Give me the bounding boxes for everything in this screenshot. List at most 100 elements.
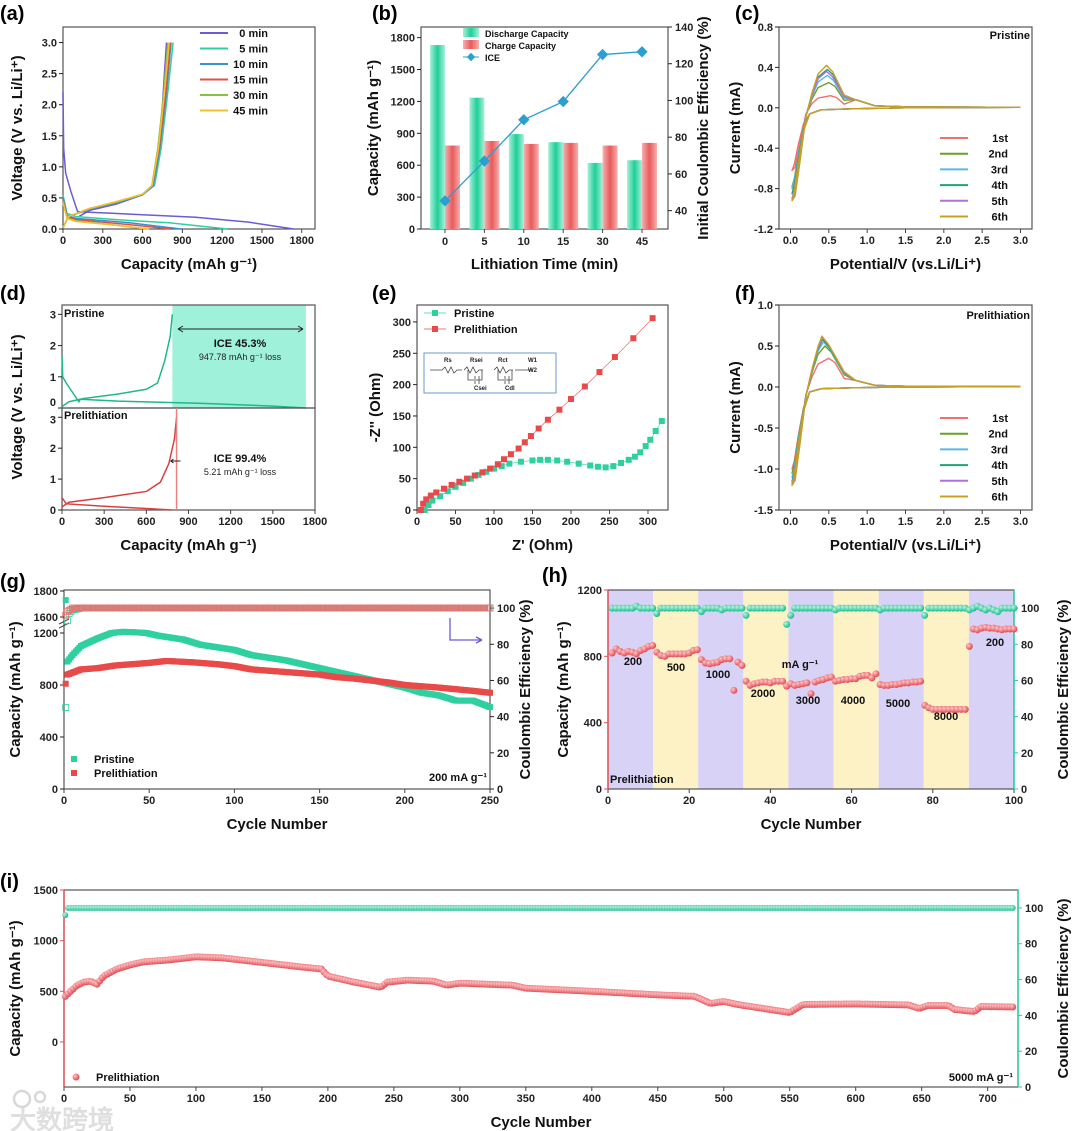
loss-shaded-region xyxy=(172,305,306,408)
data-point xyxy=(517,458,524,465)
x-tick-label: 150 xyxy=(523,516,541,528)
data-point xyxy=(779,604,787,612)
y-tick-label: 0.0 xyxy=(758,382,773,394)
panel-label: (a) xyxy=(0,3,24,25)
data-point xyxy=(432,326,438,332)
series-line xyxy=(62,42,174,229)
data-point xyxy=(460,480,467,487)
data-point xyxy=(417,507,424,513)
y-tick-label: 0.0 xyxy=(758,103,773,115)
y2-tick-label: 140 xyxy=(675,22,693,34)
watermark-text: 大数跨境 xyxy=(10,1105,114,1131)
data-point xyxy=(521,439,528,446)
y-tick-label: 400 xyxy=(584,718,602,730)
data-point xyxy=(630,335,637,342)
series-capacity xyxy=(608,623,1018,713)
data-point xyxy=(475,471,482,478)
right-axis-arrow xyxy=(449,618,483,644)
y2-tick-label: 0 xyxy=(1025,1082,1031,1094)
x-tick-label: 15 xyxy=(557,236,569,248)
panel-c: (c) 0.0 0.5 1.0 1.5 2.0 2.5 3.0 -1.2 -0.8 -0.4 0.0 0… xyxy=(727,3,1033,273)
x-tick-label: 20 xyxy=(683,795,695,807)
y2-tick-label: 40 xyxy=(497,712,509,724)
data-point xyxy=(72,1073,80,1081)
x-tick-label: 2.0 xyxy=(936,235,951,247)
data-point xyxy=(652,428,659,435)
data-point xyxy=(872,670,880,678)
annotation-text: 200 mA g⁻¹ xyxy=(429,772,487,784)
y2-tick-label: 20 xyxy=(1021,748,1033,760)
data-point xyxy=(693,646,701,654)
data-point xyxy=(67,605,75,613)
y-tick-label: 1.5 xyxy=(42,131,57,143)
data-point xyxy=(738,604,746,612)
x-tick-label: 0 xyxy=(60,235,66,247)
data-point xyxy=(64,608,71,616)
panel-label: (c) xyxy=(735,3,759,25)
y-tick-label: 3.0 xyxy=(42,38,57,50)
y2-tick-label: 80 xyxy=(497,639,509,651)
x-tick-label: 1500 xyxy=(261,516,285,528)
plot-frame xyxy=(62,26,316,230)
data-point xyxy=(483,468,490,475)
y-axis-title: Voltage (V vs. Li/Li⁺) xyxy=(9,334,26,479)
x-tick-label: 900 xyxy=(179,516,197,528)
panel-label: (d) xyxy=(0,283,26,305)
x-tick-label: 300 xyxy=(94,235,112,247)
x-tick-label: 5 xyxy=(481,236,487,248)
data-point xyxy=(439,195,451,207)
x-tick-label: 300 xyxy=(451,1093,469,1105)
y-tick-label: -1.5 xyxy=(754,505,773,517)
y-tick-label: 800 xyxy=(584,651,602,663)
data-point xyxy=(564,458,571,465)
y-tick-label: 1600 xyxy=(34,612,58,624)
circuit-diagram xyxy=(430,366,533,384)
y-tick-label: 100 xyxy=(393,442,411,454)
y2-tick-label: 120 xyxy=(675,59,693,71)
data-point xyxy=(730,686,738,694)
y-tick-label: -1.2 xyxy=(754,224,773,236)
data-point xyxy=(1009,1003,1017,1011)
annotation-text: Prelithiation xyxy=(610,774,674,786)
x-tick-label: 100 xyxy=(187,1093,205,1105)
y-tick-label: 250 xyxy=(393,348,411,360)
data-point xyxy=(62,704,70,711)
data-point xyxy=(961,705,969,713)
y2-axis-title: Coulombic Efficiency (%) xyxy=(1055,898,1072,1078)
x-axis-title: Cycle Number xyxy=(761,816,862,833)
series-charge-capacity xyxy=(445,140,657,229)
data-point xyxy=(425,501,432,508)
y-tick-label: 1 xyxy=(50,372,56,384)
x-tick-label: 600 xyxy=(137,516,155,528)
bar xyxy=(627,160,642,229)
x-tick-label: 60 xyxy=(845,795,857,807)
x-axis-title: Lithiation Time (min) xyxy=(471,256,618,273)
x-tick-label: 80 xyxy=(927,795,939,807)
data-point xyxy=(537,456,544,463)
data-point xyxy=(544,416,551,423)
x-tick-label: 30 xyxy=(596,236,608,248)
y2-tick-label: 0 xyxy=(1021,784,1027,796)
y-tick-label: 1000 xyxy=(34,936,58,948)
x-tick-label: 1.5 xyxy=(898,235,913,247)
y2-tick-label: 60 xyxy=(675,169,687,181)
data-point xyxy=(71,770,77,776)
legend: 0 min 5 min 10 min 15 min 30 min 45 min xyxy=(200,28,268,118)
x-tick-label: 300 xyxy=(639,516,657,528)
data-point xyxy=(479,469,486,476)
data-point xyxy=(486,604,494,612)
annotation-text: Pristine xyxy=(990,30,1030,42)
y-tick-label: 2 xyxy=(50,341,56,353)
x-tick-label: 45 xyxy=(636,236,648,248)
data-point xyxy=(625,456,632,463)
panel-b: (b) 0 5 10 15 30 45 0 300 600 900 1200 1500 1800 40 60 8… xyxy=(365,3,712,273)
y-tick-label: 1500 xyxy=(34,885,58,897)
circuit-label: W2 xyxy=(528,368,538,374)
y-axis-title: Capacity (mAh g⁻¹) xyxy=(365,60,382,196)
x-tick-label: 200 xyxy=(319,1093,337,1105)
y-axis-title: Capacity (mAh g⁻¹) xyxy=(7,920,24,1056)
y-tick-label: 1200 xyxy=(391,96,415,108)
watermark-logo-icon xyxy=(12,1089,32,1109)
data-point xyxy=(726,655,734,663)
x-axis-title: Potential/V (vs.Li/Li⁺) xyxy=(830,256,981,273)
